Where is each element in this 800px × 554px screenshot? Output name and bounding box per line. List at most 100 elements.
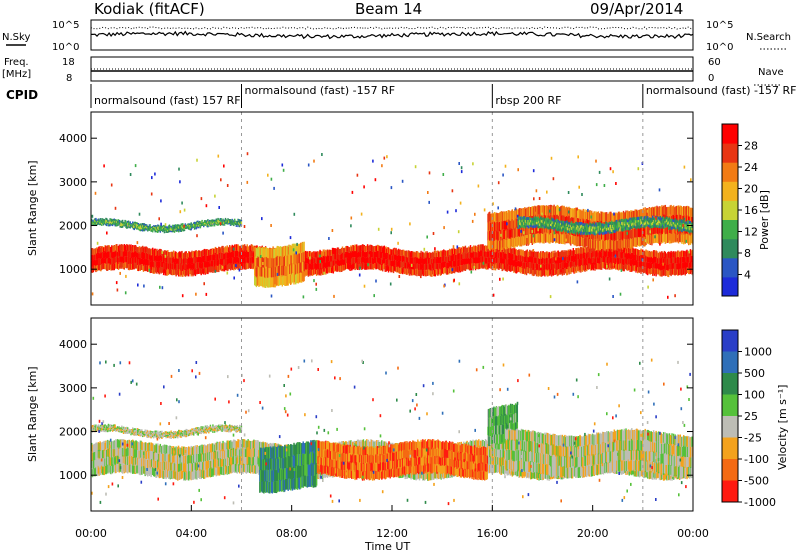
echo-cell — [201, 250, 203, 257]
echo-cell — [552, 250, 554, 257]
echo-cell — [195, 250, 197, 257]
echo-cell — [234, 244, 237, 252]
echo-cell — [94, 259, 96, 266]
echo-cell — [541, 224, 544, 234]
echo-cell — [152, 229, 154, 231]
echo-cell — [244, 250, 246, 257]
echo-cell — [516, 255, 519, 262]
echo-cell — [116, 224, 119, 226]
echo-cell — [355, 263, 357, 270]
echo-cell — [581, 237, 584, 247]
echo-cell — [553, 264, 555, 270]
echo-cell — [447, 262, 449, 269]
echo-cell — [621, 258, 623, 264]
echo-cell — [147, 247, 149, 254]
echo-cell — [595, 211, 597, 221]
echo-cell — [117, 219, 120, 221]
echo-cell — [623, 212, 626, 222]
echo-cell — [507, 253, 509, 259]
echo-cell — [335, 248, 337, 254]
echo-cell — [534, 268, 536, 275]
echo-cell — [147, 227, 149, 229]
echo-cell — [691, 216, 693, 226]
echo-cell — [108, 223, 111, 225]
echo-cell — [473, 257, 475, 263]
echo-cell — [377, 256, 379, 263]
echo-cell — [198, 220, 201, 223]
echo-cell — [255, 277, 258, 288]
echo-cell — [514, 261, 517, 268]
echo-cell — [437, 269, 439, 276]
echo-cell — [356, 258, 359, 265]
echo-cell — [382, 259, 384, 266]
echo-cell — [482, 244, 484, 251]
echo-cell — [451, 254, 453, 261]
echo-cell — [420, 263, 422, 270]
echo-cell — [91, 254, 94, 261]
echo-cell — [101, 257, 104, 264]
echo-cell — [680, 269, 682, 276]
echo-cell — [436, 256, 438, 263]
echo-cell — [586, 265, 588, 272]
echo-cell — [160, 226, 162, 229]
echo-cell — [95, 217, 97, 220]
echo-cell — [119, 221, 121, 223]
echo-cell — [576, 208, 579, 218]
echo-cell — [92, 249, 95, 256]
echo-cell — [118, 250, 121, 257]
echo-cell — [495, 212, 498, 222]
echo-cell — [442, 261, 444, 268]
echo-cell — [106, 245, 109, 252]
echo-cell — [513, 229, 515, 239]
echo-cell — [640, 236, 642, 247]
echo-cell — [482, 262, 484, 269]
echo-cell — [524, 219, 526, 222]
echo-cell — [274, 267, 277, 277]
echo-cell — [519, 217, 521, 220]
echo-cell — [535, 207, 538, 217]
echo-cell — [144, 265, 146, 271]
echo-cell — [559, 234, 561, 244]
echo-cell — [200, 269, 202, 276]
echo-cell — [677, 269, 679, 276]
echo-cell — [517, 255, 519, 261]
echo-cell — [264, 258, 267, 269]
echo-cell — [215, 221, 218, 224]
echo-cell — [227, 222, 229, 225]
echo-cell — [188, 263, 190, 270]
echo-cell — [197, 257, 199, 263]
echo-cell — [359, 262, 361, 268]
echo-cell — [489, 257, 491, 263]
echo-cell — [366, 263, 368, 270]
echo-cell — [101, 263, 104, 270]
echo-cell — [637, 261, 640, 267]
echo-cell — [626, 264, 628, 271]
echo-cell — [258, 247, 260, 258]
echo-cell — [427, 270, 429, 276]
echo-cell — [298, 263, 300, 273]
echo-cell — [125, 222, 127, 225]
echo-cell — [557, 250, 559, 257]
echo-cell — [646, 268, 648, 275]
echo-cell — [540, 252, 543, 259]
echo-cell — [421, 258, 423, 265]
echo-cell — [543, 234, 545, 244]
echo-cell — [425, 264, 427, 271]
echo-cell — [383, 263, 386, 270]
echo-cell — [630, 238, 632, 248]
echo-cell — [188, 223, 191, 225]
freq-panel: Freq. [MHz] 18 8 60 0 Nave — [2, 56, 784, 86]
echo-cell — [213, 254, 216, 261]
echo-cell — [562, 251, 565, 258]
echo-cell — [216, 221, 218, 223]
echo-cell — [512, 265, 514, 272]
echo-cell — [210, 254, 213, 261]
echo-cell — [672, 257, 675, 263]
echo-cell — [166, 269, 168, 276]
echo-cell — [532, 225, 534, 235]
echo-cell — [244, 245, 247, 252]
echo-cell — [139, 247, 141, 254]
echo-cell — [518, 260, 520, 267]
echo-cell — [596, 256, 598, 264]
echo-cell — [316, 257, 319, 263]
